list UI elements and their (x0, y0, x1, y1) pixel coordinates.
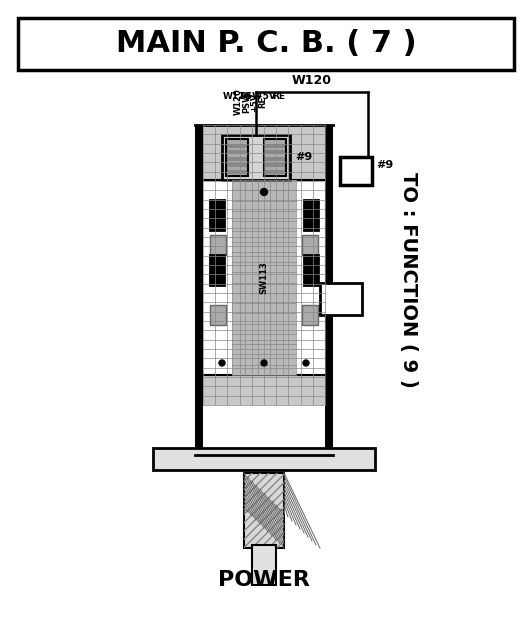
Bar (210, 200, 224, 230)
Text: PSW: PSW (239, 92, 262, 101)
Bar (210, 235, 226, 255)
Text: W120: W120 (223, 92, 251, 101)
Text: #9: #9 (295, 152, 312, 163)
Bar (227, 157, 247, 161)
Bar (265, 143, 285, 148)
Circle shape (261, 360, 267, 366)
Text: TO : FUNCTION ( 9 ): TO : FUNCTION ( 9 ) (398, 172, 418, 388)
Bar (202, 180, 326, 375)
Bar (244, 473, 284, 548)
Bar (264, 139, 286, 176)
Bar (227, 170, 247, 174)
Text: POWER: POWER (218, 570, 310, 590)
Bar (340, 157, 372, 185)
Bar (304, 200, 318, 230)
Text: W120: W120 (234, 88, 243, 115)
Text: RE: RE (272, 92, 286, 101)
Text: PSW: PSW (242, 92, 251, 113)
Bar (18, 18, 514, 70)
Bar (265, 163, 285, 168)
Text: W120: W120 (292, 74, 332, 87)
Bar (325, 125, 333, 455)
Circle shape (303, 360, 309, 366)
Text: MAIN P. C. B. ( 7 ): MAIN P. C. B. ( 7 ) (115, 29, 417, 58)
Bar (153, 448, 375, 470)
Text: RE: RE (258, 96, 267, 108)
Bar (227, 143, 247, 148)
Bar (320, 283, 362, 315)
Bar (195, 125, 333, 455)
Text: +5V: +5V (250, 92, 259, 112)
Bar (265, 157, 285, 161)
Bar (227, 163, 247, 168)
Bar (252, 545, 276, 585)
Text: SW113: SW113 (260, 261, 269, 294)
Bar (226, 139, 248, 176)
Bar (304, 255, 318, 285)
Bar (265, 170, 285, 174)
Bar (265, 150, 285, 154)
Bar (210, 305, 226, 325)
Text: +5V: +5V (255, 92, 276, 101)
Bar (302, 305, 318, 325)
Bar (227, 150, 247, 154)
Bar (232, 180, 296, 375)
Circle shape (261, 189, 268, 195)
Bar (210, 255, 224, 285)
Bar (203, 125, 325, 405)
Text: #9: #9 (376, 160, 393, 170)
Bar (302, 235, 318, 255)
Bar (195, 125, 203, 455)
Circle shape (219, 360, 225, 366)
Bar (222, 135, 290, 180)
Bar (244, 473, 284, 548)
